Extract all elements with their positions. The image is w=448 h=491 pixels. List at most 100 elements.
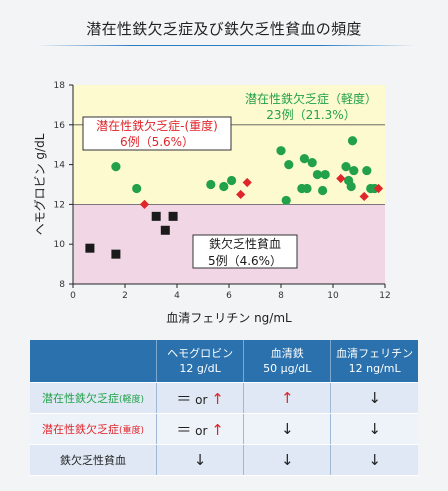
row-label-severity: (重度) bbox=[118, 426, 145, 436]
y-tick-label: 10 bbox=[54, 240, 66, 250]
arrow-down-icon: ↓ bbox=[368, 420, 381, 438]
table-row: 潜在性鉄欠乏症(軽度) ＝ or ↑ ↑ ↓ bbox=[30, 382, 418, 414]
arrow-up-icon: ↑ bbox=[211, 420, 224, 439]
cell-ferritin: ↓ bbox=[330, 382, 418, 414]
arrow-down-icon: ↓ bbox=[368, 389, 381, 407]
annotation-label-latent_severe: 潜在性鉄欠乏症-(重度) bbox=[96, 118, 218, 133]
annotation-count-ida: 5例（4.6%） bbox=[208, 254, 282, 268]
x-axis-title: 血清フェリチン ng/mL bbox=[166, 311, 292, 325]
annotation-label-ida: 鉄欠乏性貧血 bbox=[209, 236, 281, 251]
x-tick-label: 6 bbox=[226, 291, 232, 301]
data-point-latent_severe-1 bbox=[236, 189, 246, 200]
data-point-latent_mild-0 bbox=[111, 161, 121, 172]
table-header-text: 血清フェリチン bbox=[336, 347, 414, 360]
data-point-latent_mild-6 bbox=[281, 195, 291, 206]
data-point-ida-2 bbox=[151, 211, 161, 221]
annotation-box-latent_severe bbox=[82, 116, 232, 151]
data-point-latent_mild-20 bbox=[362, 165, 372, 176]
data-point-latent_mild-1 bbox=[132, 183, 142, 194]
arrow-down-icon: ↓ bbox=[280, 420, 294, 438]
table-header-text: 12 g/dL bbox=[179, 362, 221, 375]
cell-hb: ＝ or ↑ bbox=[155, 382, 244, 414]
data-point-latent_mild-7 bbox=[284, 160, 294, 170]
data-point-ida-0 bbox=[85, 243, 95, 253]
annotation-count-latent_severe: 6例（5.6%） bbox=[120, 135, 194, 149]
cell-iron: ↑ bbox=[243, 382, 331, 414]
y-tick-label: 12 bbox=[54, 200, 65, 210]
or-word: or bbox=[191, 392, 212, 407]
y-axis-title: ヘモグロビン g/dL bbox=[33, 133, 47, 235]
cell-hb: ↓ bbox=[155, 444, 244, 476]
x-tick-label: 12 bbox=[379, 291, 390, 301]
x-tick-label: 4 bbox=[174, 291, 180, 301]
cell-hb: ＝ or ↑ bbox=[155, 413, 244, 445]
annotation-count-latent_mild: 23例（21.3%） bbox=[266, 108, 355, 122]
title-divider bbox=[36, 45, 416, 46]
arrow-up-icon: ↑ bbox=[280, 389, 294, 407]
data-point-latent_mild-15 bbox=[341, 161, 351, 172]
cell-ferritin: ↓ bbox=[330, 444, 418, 476]
table-header-text: 血清鉄 bbox=[270, 347, 304, 360]
data-point-latent_mild-5 bbox=[276, 146, 286, 156]
data-point-latent_mild-18 bbox=[347, 136, 358, 146]
data-point-latent_mild-17 bbox=[346, 181, 356, 192]
data-point-ida-3 bbox=[160, 225, 170, 235]
page-title: 潜在性鉄欠乏症及び鉄欠乏性貧血の頻度 bbox=[86, 20, 362, 38]
table-header-text: 12 ng/mL bbox=[348, 362, 401, 375]
row-label-text: 潜在性鉄欠乏症 bbox=[41, 423, 119, 436]
annotation-box-ida bbox=[192, 234, 298, 269]
table-header-ferritin: 血清フェリチン 12 ng/mL bbox=[330, 340, 418, 383]
x-tick-label: 2 bbox=[122, 291, 128, 301]
annotation-label-latent_mild: 潜在性鉄欠乏症（軽度） bbox=[245, 91, 377, 106]
data-point-latent_mild-10 bbox=[302, 183, 312, 194]
data-point-latent_mild-11 bbox=[307, 158, 317, 168]
data-point-latent_mild-12 bbox=[312, 169, 322, 180]
y-tick-label: 8 bbox=[59, 280, 65, 290]
row-label-text: 潜在性鉄欠乏症 bbox=[41, 392, 119, 405]
row-label: 鉄欠乏性貧血 bbox=[30, 444, 157, 476]
table-header-hemoglobin: ヘモグロビン 12 g/dL bbox=[155, 340, 244, 383]
x-tick-label: 8 bbox=[278, 291, 284, 301]
row-label-text: 鉄欠乏性貧血 bbox=[60, 454, 126, 467]
arrow-up-icon: ↑ bbox=[211, 389, 224, 408]
arrow-down-icon: ↓ bbox=[193, 451, 207, 469]
data-point-latent_mild-3 bbox=[219, 181, 229, 192]
y-tick-label: 16 bbox=[54, 121, 66, 131]
cell-iron: ↓ bbox=[243, 444, 331, 476]
table-header-serum-iron: 血清鉄 50 μg/dL bbox=[243, 340, 331, 383]
data-point-latent_mild-13 bbox=[318, 185, 328, 196]
data-point-latent_severe-3 bbox=[336, 173, 346, 184]
data-point-ida-1 bbox=[111, 249, 121, 259]
data-point-latent_mild-19 bbox=[349, 165, 359, 176]
arrow-down-icon: ↓ bbox=[280, 451, 294, 469]
y-tick-label: 14 bbox=[54, 161, 66, 171]
data-point-latent_severe-4 bbox=[359, 191, 369, 202]
data-point-latent_severe-5 bbox=[373, 183, 384, 194]
table-row: 鉄欠乏性貧血 ↓ ↓ ↓ bbox=[30, 444, 418, 476]
equal-sign: ＝ bbox=[176, 389, 192, 408]
x-tick-label: 10 bbox=[327, 291, 339, 301]
data-point-latent_mild-4 bbox=[227, 175, 237, 186]
table-header-row: ヘモグロビン 12 g/dL 血清鉄 50 μg/dL 血清フェリチン 12 ng/m… bbox=[30, 340, 418, 383]
y-tick-label: 18 bbox=[54, 81, 66, 91]
table-header-text: ヘモグロビン bbox=[167, 347, 234, 360]
data-point-latent_severe-2 bbox=[242, 177, 252, 188]
cell-ferritin: ↓ bbox=[330, 413, 418, 445]
table-row: 潜在性鉄欠乏症(重度) ＝ or ↑ ↓ ↓ bbox=[30, 413, 418, 445]
cell-iron: ↓ bbox=[243, 413, 331, 445]
or-word: or bbox=[191, 423, 212, 438]
frequency-table: ヘモグロビン 12 g/dL 血清鉄 50 μg/dL 血清フェリチン 12 ng/m… bbox=[30, 340, 418, 476]
data-point-latent_mild-2 bbox=[206, 179, 216, 190]
x-tick-label: 0 bbox=[70, 291, 76, 301]
data-point-latent_severe-0 bbox=[139, 199, 150, 209]
data-point-ida-4 bbox=[168, 211, 178, 221]
data-point-latent_mild-9 bbox=[299, 154, 309, 164]
table-header-text: 50 μg/dL bbox=[263, 362, 312, 375]
arrow-down-icon: ↓ bbox=[368, 451, 381, 469]
row-label: 潜在性鉄欠乏症(重度) bbox=[30, 413, 157, 445]
table-header-blank bbox=[30, 340, 157, 383]
row-label: 潜在性鉄欠乏症(軽度) bbox=[30, 382, 157, 414]
equal-sign: ＝ bbox=[176, 420, 192, 439]
scatter-chart: 潜在性鉄欠乏症（軽度） 23例（21.3%） 潜在性鉄欠乏症-(重度) 6例（5.6%… bbox=[33, 81, 391, 325]
row-label-severity: (軽度) bbox=[118, 395, 145, 405]
